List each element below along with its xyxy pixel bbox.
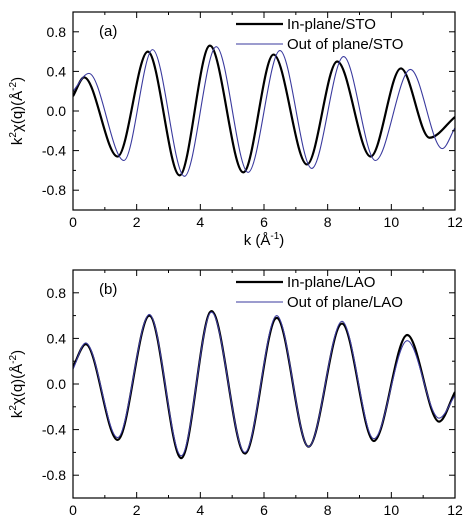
series-line-out-of-plane: [73, 311, 455, 457]
y-tick-label: -0.8: [42, 182, 66, 198]
y-tick-label: -0.4: [42, 143, 66, 159]
x-tick-label: 8: [324, 502, 332, 517]
x-tick-label: 12: [447, 502, 463, 517]
x-tick-label: 4: [196, 214, 204, 230]
y-axis-title: k2χ(q)(Å-2): [8, 350, 26, 418]
legend-entry: In-plane/LAO: [287, 274, 375, 291]
y-axis-title: k2χ(q)(Å-2): [8, 77, 26, 145]
x-tick-label: 0: [69, 214, 77, 230]
x-tick-label: 4: [196, 502, 204, 517]
y-tick-label: 0.8: [47, 24, 67, 40]
x-tick-label: 6: [260, 502, 268, 517]
legend-entry: Out of plane/LAO: [287, 294, 403, 311]
legend-entry: In-plane/STO: [287, 16, 376, 33]
series-line-in-plane: [73, 309, 455, 460]
x-axis-title: k (Å-1): [244, 231, 285, 249]
x-tick-label: 2: [133, 214, 141, 230]
series-line-out-of-plane: [73, 46, 455, 177]
series-line-in-plane: [73, 44, 455, 177]
x-tick-label: 12: [447, 214, 463, 230]
panel-label: (a): [99, 23, 117, 40]
y-tick-label: 0.8: [47, 285, 67, 301]
y-tick-label: 0.0: [47, 103, 67, 119]
y-tick-label: -0.8: [42, 467, 66, 483]
y-tick-label: 0.4: [47, 63, 67, 79]
panel-a: 0 2 4 6 8 10 12 0.8 0.4 0.0 -0.4 -0.8 k (Å-1) k2χ(q)(…: [8, 11, 463, 249]
legend-entry: Out of plane/STO: [287, 36, 403, 53]
x-tick-label: 10: [384, 502, 400, 517]
x-tick-label: 0: [69, 502, 77, 517]
x-tick-label: 8: [324, 214, 332, 230]
x-tick-label: 6: [260, 214, 268, 230]
y-tick-label: 0.0: [47, 376, 67, 392]
x-tick-label: 2: [133, 502, 141, 517]
y-tick-label: 0.4: [47, 330, 67, 346]
y-tick-label: -0.4: [42, 422, 66, 438]
x-tick-label: 10: [384, 214, 400, 230]
panel-label: (b): [99, 281, 117, 298]
